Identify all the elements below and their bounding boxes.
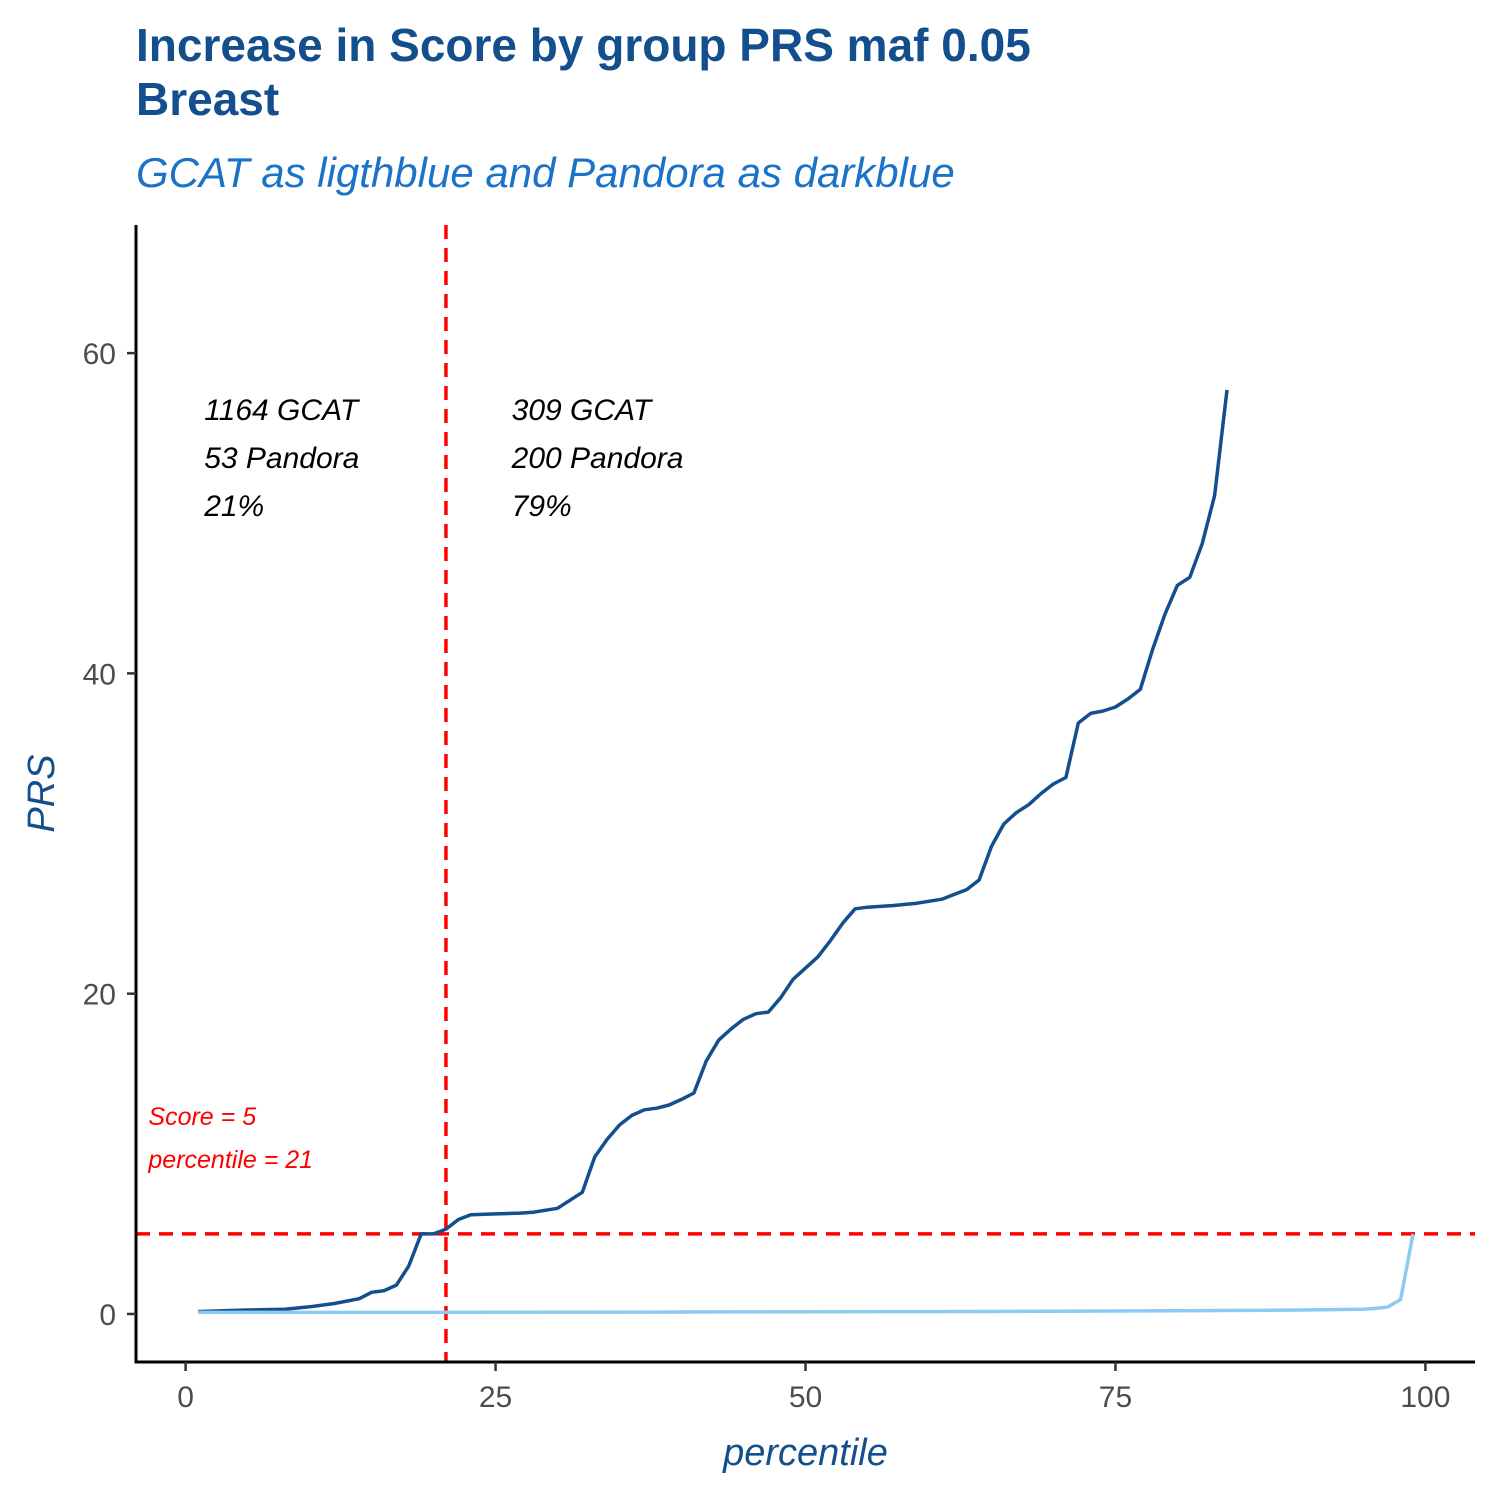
y-axis-label: PRS xyxy=(21,754,63,832)
chart-title-line-1: Increase in Score by group PRS maf 0.05 xyxy=(136,19,1031,71)
annotation-text: 200 Pandora xyxy=(511,442,684,475)
x-axis-label: percentile xyxy=(722,1432,888,1474)
annotation-text: 309 GCAT xyxy=(512,394,654,427)
annotation-text: 21% xyxy=(203,490,264,523)
series-line-0 xyxy=(197,389,1229,1314)
x-tick-label: 100 xyxy=(1400,1381,1450,1414)
chart-subtitle: GCAT as ligthblue and Pandora as darkblu… xyxy=(136,149,955,196)
annotation-text: 53 Pandora xyxy=(204,442,359,475)
x-tick-label: 50 xyxy=(789,1381,822,1414)
chart-title: Increase in Score by group PRS maf 0.05 … xyxy=(136,18,1031,126)
annotation-text: percentile = 21 xyxy=(147,1146,313,1174)
chart-title-line-2: Breast xyxy=(136,73,280,125)
annotation-text: Score = 5 xyxy=(148,1103,256,1131)
y-tick-label: 20 xyxy=(83,979,116,1012)
annotation-text: 1164 GCAT xyxy=(204,394,361,427)
x-tick-label: 75 xyxy=(1099,1381,1132,1414)
x-tick-label: 25 xyxy=(479,1381,512,1414)
series-line-1 xyxy=(198,1233,1415,1315)
y-tick-label: 60 xyxy=(83,338,116,371)
y-tick-label: 40 xyxy=(83,658,116,691)
y-tick-label: 0 xyxy=(99,1299,116,1332)
x-tick-label: 0 xyxy=(177,1381,194,1414)
annotation-text: 79% xyxy=(512,490,572,523)
